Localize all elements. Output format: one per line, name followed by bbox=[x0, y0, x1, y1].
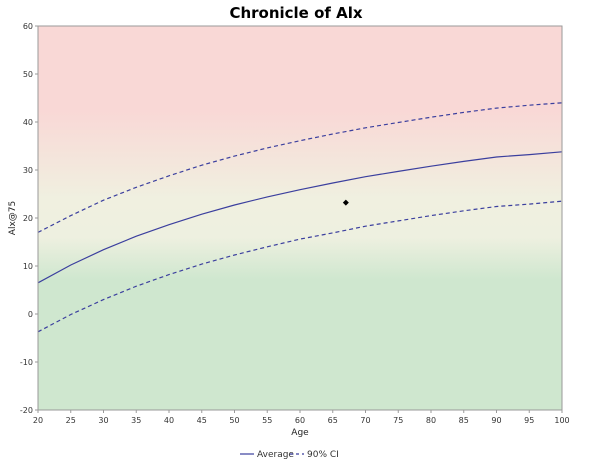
x-tick-label: 60 bbox=[295, 416, 305, 425]
x-tick-label: 45 bbox=[197, 416, 207, 425]
x-tick-label: 25 bbox=[66, 416, 76, 425]
ci-lower-line bbox=[38, 200, 562, 333]
x-tick-label: 95 bbox=[524, 416, 534, 425]
chart-title: Chronicle of Alx bbox=[229, 4, 362, 22]
y-tick-label: 10 bbox=[23, 262, 33, 271]
x-tick-label: 20 bbox=[33, 416, 43, 425]
y-tick-label: 40 bbox=[23, 118, 33, 127]
x-tick-label: 100 bbox=[554, 416, 569, 425]
x-tick-label: 40 bbox=[164, 416, 174, 425]
x-tick-label: 30 bbox=[98, 416, 108, 425]
x-axis-label: Age bbox=[291, 428, 309, 438]
x-tick-label: 35 bbox=[131, 416, 141, 425]
x-tick-label: 65 bbox=[328, 416, 338, 425]
x-axis: 20 25 30 35 40 45 50 55 60 65 70 75 80 85 90 95 100 bbox=[33, 410, 570, 425]
points-layer bbox=[342, 199, 349, 206]
y-tick-label: 60 bbox=[23, 22, 33, 31]
y-tick-label: 0 bbox=[28, 310, 33, 319]
y-tick-label: 20 bbox=[23, 214, 33, 223]
x-tick-label: 90 bbox=[491, 416, 501, 425]
x-tick-label: 80 bbox=[426, 416, 436, 425]
data-point-diamond bbox=[342, 199, 349, 206]
legend-average-label: Average bbox=[257, 450, 294, 460]
x-tick-label: 70 bbox=[360, 416, 370, 425]
ci-upper-line bbox=[38, 102, 562, 233]
series-layer bbox=[38, 102, 562, 333]
y-axis: -20 -10 0 10 20 30 40 50 60 bbox=[20, 22, 38, 415]
y-axis-label: Alx@75 bbox=[8, 201, 18, 235]
y-tick-label: -10 bbox=[20, 358, 33, 367]
y-tick-label: 50 bbox=[23, 70, 33, 79]
legend-ci-label: 90% CI bbox=[307, 450, 339, 460]
y-tick-label: -20 bbox=[20, 406, 33, 415]
legend: Average 90% CI bbox=[240, 450, 339, 460]
x-tick-label: 85 bbox=[459, 416, 469, 425]
x-tick-label: 75 bbox=[393, 416, 403, 425]
x-tick-label: 50 bbox=[229, 416, 239, 425]
y-tick-label: 30 bbox=[23, 166, 33, 175]
x-tick-label: 55 bbox=[262, 416, 272, 425]
plot-background bbox=[38, 26, 562, 410]
average-line bbox=[38, 151, 562, 284]
